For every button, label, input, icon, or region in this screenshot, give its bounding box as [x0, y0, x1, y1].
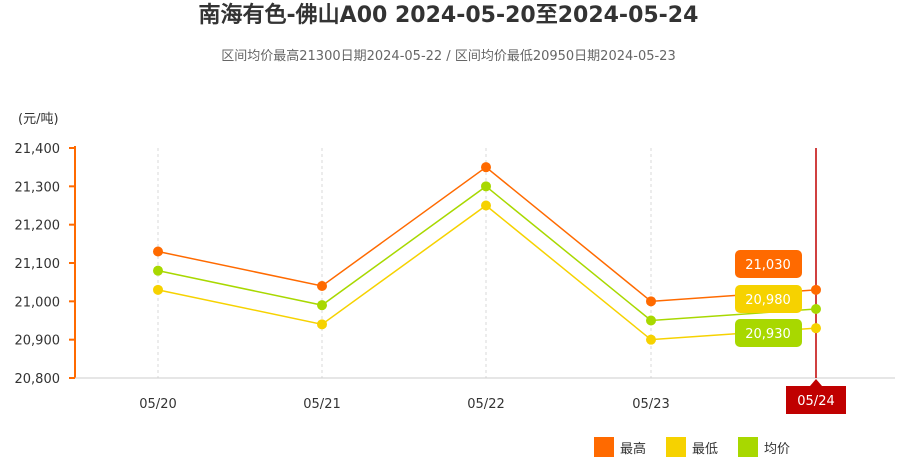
legend-label-low: 最低 [692, 441, 719, 457]
value-label: 20,930 [745, 327, 791, 342]
legend-item-low[interactable]: 最低 [666, 437, 718, 457]
y-tick-label: 21,400 [15, 142, 61, 157]
data-points [153, 162, 821, 345]
data-point [811, 323, 821, 334]
data-point [481, 162, 491, 173]
data-point [153, 265, 163, 276]
legend-item-high[interactable]: 最高 [594, 437, 646, 457]
data-point [317, 300, 327, 311]
grid-lines [157, 148, 652, 378]
x-tick-label: 05/21 [303, 397, 340, 412]
legend-label-high: 最高 [620, 441, 647, 457]
chart-title: 南海有色-佛山A00 2024-05-20至2024-05-24 [198, 3, 699, 28]
y-axis-unit-label: (元/吨) [18, 112, 59, 127]
highlight-date-pointer [810, 379, 822, 386]
value-label-box [735, 319, 802, 347]
data-point [646, 315, 656, 326]
data-point [811, 304, 821, 314]
y-tick-label: 21,300 [15, 180, 61, 195]
highlight-date-box [786, 386, 846, 414]
legend-label-avg: 均价 [764, 441, 791, 457]
data-point [481, 181, 491, 192]
data-point [317, 281, 327, 291]
y-tick-label: 21,200 [15, 219, 61, 234]
legend: 最高 最低 均价 [594, 437, 790, 457]
value-label-box [735, 250, 802, 278]
data-point [317, 319, 327, 330]
x-axis-ticks: 05/20 05/21 05/22 05/23 05/24 [139, 148, 846, 414]
y-tick-label: 20,900 [15, 334, 61, 349]
data-point [481, 200, 491, 211]
legend-item-avg[interactable]: 均价 [738, 437, 790, 457]
data-point [646, 296, 656, 307]
x-tick-label: 05/20 [139, 397, 176, 412]
y-tick-label: 20,800 [15, 372, 61, 387]
value-label-box [735, 285, 802, 313]
chart-subtitle: 区间均价最高21300日期2024-05-22 / 区间均价最低20950日期2… [221, 49, 676, 64]
y-tick-label: 21,000 [15, 295, 61, 310]
x-tick-label: 05/23 [632, 397, 669, 412]
y-axis-ticks: 20,800 20,900 21,000 21,100 21,200 21,300 21,4… [15, 142, 75, 387]
legend-swatch-high [594, 437, 614, 457]
value-label: 20,980 [745, 293, 791, 308]
x-tick-label: 05/22 [467, 397, 504, 412]
data-point [153, 246, 163, 257]
value-label: 21,030 [745, 258, 791, 273]
legend-swatch-avg [738, 437, 759, 457]
value-labels: 21,030 20,980 20,930 [735, 250, 802, 347]
data-point [646, 334, 656, 345]
series-lines [157, 166, 817, 341]
legend-swatch-low [666, 437, 687, 457]
data-point [811, 284, 821, 295]
data-point [153, 284, 163, 295]
x-tick-label-highlighted: 05/24 [797, 394, 834, 409]
y-tick-label: 21,100 [15, 257, 61, 272]
